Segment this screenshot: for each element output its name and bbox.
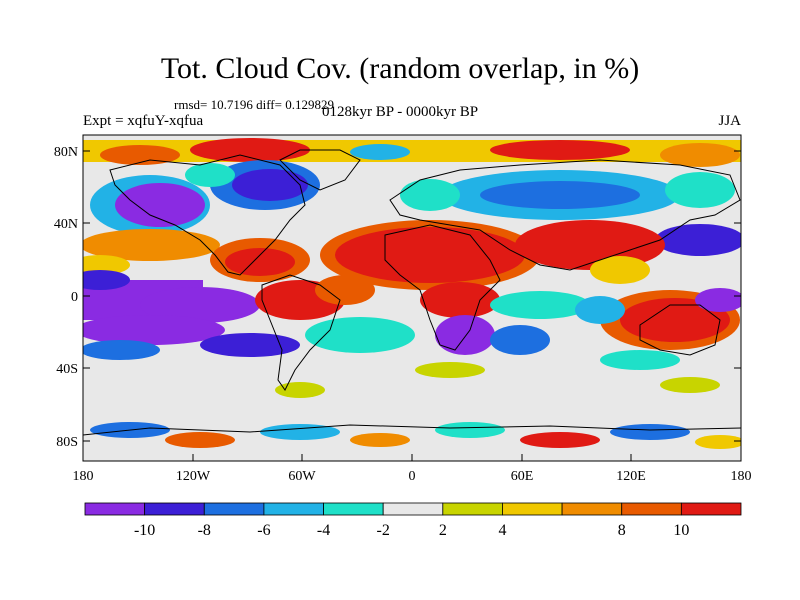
north-america-coast [109, 154, 306, 276]
colorbar-label: -4 [317, 522, 330, 539]
field-patch [200, 333, 300, 357]
field-patch [83, 315, 225, 345]
field-patch [83, 255, 130, 275]
colorbar-label: 10 [673, 522, 689, 539]
lon-label: 60E [511, 469, 534, 484]
field-patch [83, 140, 741, 162]
lat-label: 80N [54, 145, 78, 160]
colorbar-swatch [621, 502, 682, 516]
colorbar-swatch [442, 502, 503, 516]
colorbar-swatch [144, 502, 205, 516]
field-patch [520, 432, 600, 448]
colorbar-swatch [561, 502, 623, 516]
colorbar-label: -10 [134, 522, 155, 539]
field-patch [490, 140, 630, 160]
field-patch [83, 340, 160, 360]
colorbar-label: 4 [498, 522, 506, 539]
colorbar-swatch [502, 502, 563, 516]
field-patch [83, 270, 130, 290]
field-patch [190, 138, 310, 162]
field-patch [100, 145, 180, 165]
colorbar-swatch [203, 502, 265, 516]
colorbar-label: 8 [618, 522, 626, 539]
experiment-label: Expt = xqfuY-xqfua [83, 113, 204, 129]
field-patch [115, 183, 205, 227]
eurasia-coast [389, 159, 741, 271]
chart-title: Tot. Cloud Cov. (random overlap, in %) [160, 52, 640, 85]
field-patch [83, 229, 220, 261]
map-field [83, 135, 741, 461]
field-patch [590, 256, 650, 284]
lon-label: 60W [288, 469, 316, 484]
africa-coast [384, 224, 501, 351]
lon-label: 180 [73, 469, 94, 484]
field-patch [655, 224, 741, 256]
lat-label: 80S [56, 435, 78, 450]
field-patch [232, 169, 308, 201]
field-patch [415, 362, 485, 378]
colorbar-swatch [382, 502, 444, 516]
field-patch [435, 422, 505, 438]
australia-coast [639, 304, 721, 356]
lon-label: 120E [616, 469, 646, 484]
field-patch [695, 435, 741, 449]
field-patch [695, 288, 741, 312]
field-patch [305, 317, 415, 353]
lon-label: 0 [409, 469, 416, 484]
field-patch [660, 377, 720, 393]
field-patch [185, 163, 235, 187]
period-label: 0128kyr BP - 0000kyr BP [322, 104, 479, 120]
colorbar-swatch [84, 502, 146, 516]
field-patch [140, 287, 260, 323]
field-patch [315, 275, 375, 305]
lon-label: 120W [176, 469, 211, 484]
field-patch [490, 325, 550, 355]
field-patch [660, 143, 740, 167]
field-patch [665, 172, 735, 208]
lat-label: 0 [71, 290, 78, 305]
stats-text: rmsd= 10.7196 diff= 0.129829 [174, 97, 334, 112]
colorbar-label: -2 [377, 522, 390, 539]
field-patch [350, 144, 410, 160]
field-patch [225, 248, 295, 276]
season-label: JJA [718, 113, 741, 129]
colorbar-label: -8 [198, 522, 211, 539]
field-patch [275, 382, 325, 398]
field-patch [620, 298, 730, 342]
colorbar-label: 2 [439, 522, 447, 539]
colorbar: -10 -8 -6 -4 -2 2 4 8 10 [84, 502, 742, 539]
coastlines [83, 149, 741, 436]
field-patch [600, 350, 680, 370]
field-patch [400, 179, 460, 211]
field-patch [575, 296, 625, 324]
colorbar-swatch [680, 502, 742, 516]
antarctica-coast [83, 424, 741, 436]
colorbar-label: -6 [257, 522, 270, 539]
south-america-coast [261, 274, 341, 391]
lat-label: 40S [56, 362, 78, 377]
colorbar-swatch [323, 502, 384, 516]
field-patch [490, 291, 590, 319]
greenland-coast [279, 149, 361, 191]
field-patch [165, 432, 235, 448]
field-patch [435, 315, 495, 355]
field-patch [260, 424, 340, 440]
field-patch [350, 433, 410, 447]
field-patch [610, 424, 690, 440]
field-patch [335, 227, 525, 283]
lat-label: 40N [54, 217, 78, 232]
tick-marks [82, 150, 742, 461]
field-patch [480, 181, 640, 209]
lon-label: 180 [731, 469, 752, 484]
colorbar-swatch [263, 502, 324, 516]
field-patch [420, 282, 500, 318]
